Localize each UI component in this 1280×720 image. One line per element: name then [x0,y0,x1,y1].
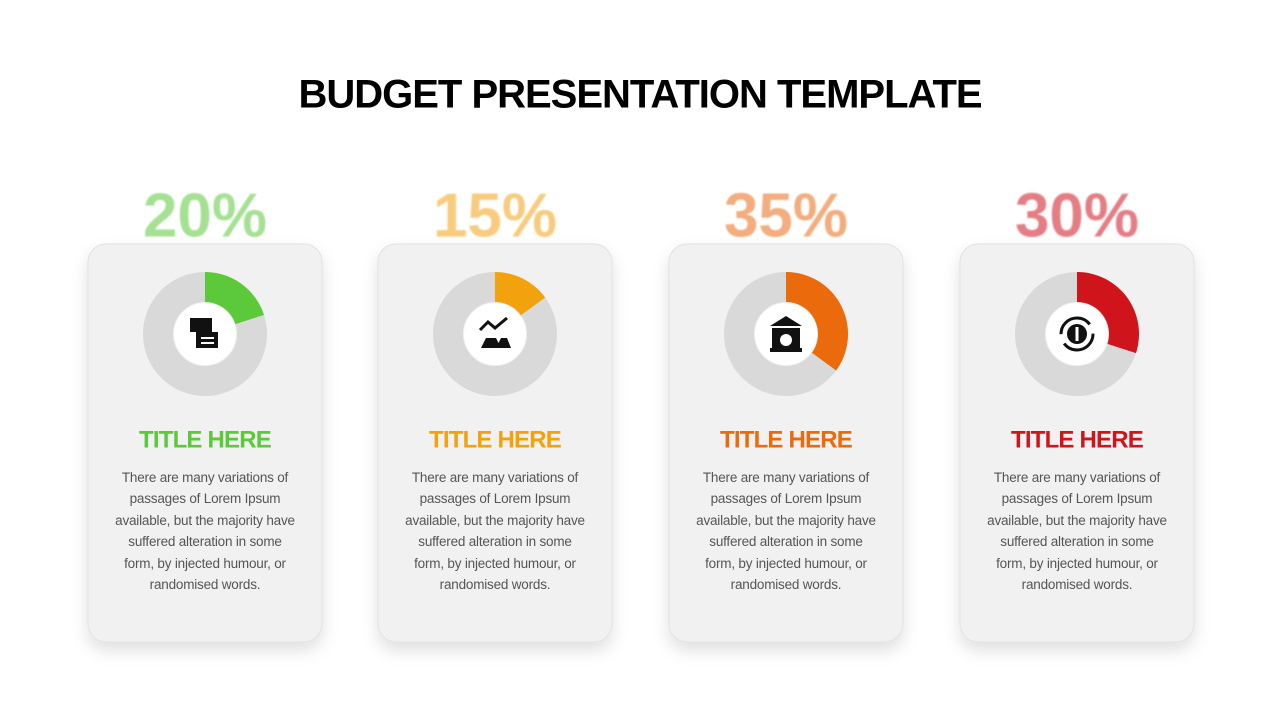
card-title: TITLE HERE [429,426,562,453]
icon-shape [1059,316,1095,352]
percent-label: 15% [433,181,557,250]
card-title: TITLE HERE [720,426,853,453]
icon [190,318,218,348]
card-text: There are many variations of passages of… [405,470,585,593]
donut-segment [1077,272,1139,354]
icon [478,316,511,348]
icon-shape [780,334,792,346]
card-title: TITLE HERE [1011,426,1144,453]
icon-shape [481,338,511,348]
percent-label: 35% [724,181,848,250]
icon-shape [478,316,508,332]
donut-segment [205,272,264,325]
icon-shape [196,332,218,348]
donut-segment [495,272,546,316]
card-title: TITLE HERE [139,426,272,453]
percent-label: 20% [143,181,267,250]
percent-label: 30% [1015,181,1139,250]
donut-segment [786,272,848,371]
icon-background [464,303,526,365]
card-text: There are many variations of passages of… [115,470,295,593]
icon-shape [190,318,212,332]
slide-title: BUDGET PRESENTATION TEMPLATE [298,73,981,117]
icon-shape [1075,327,1079,341]
icon [1059,316,1095,352]
icon-shape [201,342,214,344]
icon-shape [770,348,802,352]
card-text: There are many variations of passages of… [696,470,876,593]
icon [770,316,802,352]
icon-shape [770,316,802,326]
card-text: There are many variations of passages of… [987,470,1167,593]
icon-shape [201,337,214,339]
